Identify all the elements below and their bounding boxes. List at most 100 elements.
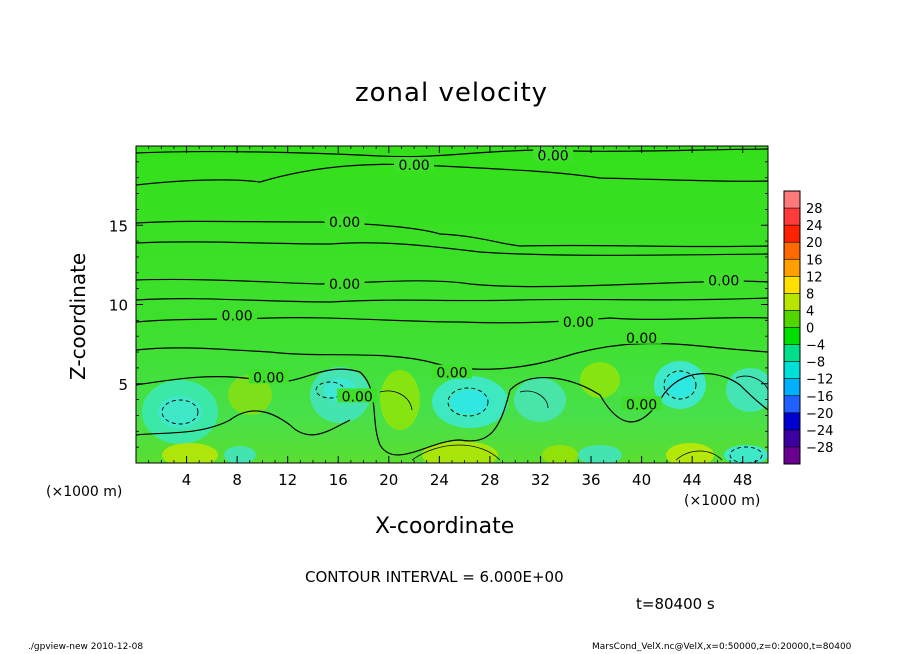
chart-title: zonal velocity: [355, 78, 549, 108]
contour-label-bg: [324, 214, 365, 229]
contour-label: 0.00: [253, 370, 284, 386]
colorbar-label: −24: [806, 424, 833, 439]
colorbar-label: 24: [806, 219, 823, 234]
x-tick-label: 20: [379, 471, 398, 489]
contour-line: [519, 390, 549, 409]
colorbar-swatch: [784, 378, 800, 397]
negative-region: [158, 396, 202, 428]
contour-line: [136, 297, 768, 303]
contour-label: 0.00: [342, 389, 373, 405]
contour-line: [136, 148, 768, 158]
x-tick-label: 16: [329, 471, 348, 489]
colorbar-swatch: [784, 327, 800, 346]
colorbar-label: 0: [806, 322, 814, 337]
contour-label-bg: [324, 275, 365, 290]
y-axis: 5 10 15: [109, 161, 768, 448]
contour-label-bg: [217, 307, 258, 322]
negative-region: [666, 373, 694, 397]
colorbar: 28 24 20 16 12 8 4 0 −4 −8 −12 −16 −20 −24 −28: [783, 190, 833, 465]
colorbar-label: 4: [806, 304, 814, 319]
x-tick-label: 32: [531, 471, 550, 489]
contour-label-bg: [432, 364, 472, 379]
positive-region: [580, 362, 620, 398]
colorbar-swatch: [784, 225, 800, 243]
colorbar-label: −4: [806, 339, 825, 354]
x-unit-label-right: (×1000 m): [684, 493, 761, 509]
colorbar-label: −12: [806, 373, 833, 388]
contour-label: 0.00: [626, 331, 657, 347]
x-axis: 4 8 12 16 20 24 28 32 36 40 44 48: [148, 146, 756, 489]
x-tick-label: 36: [581, 471, 600, 489]
colorbar-swatch: [784, 276, 800, 294]
contour-label: 0.00: [329, 277, 360, 293]
x-tick-label: 4: [182, 471, 192, 489]
positive-region: [162, 443, 218, 463]
x-tick-label: 12: [278, 471, 297, 489]
positive-region: [380, 370, 420, 430]
contour-line: [136, 368, 768, 456]
colorbar-label: 16: [806, 253, 823, 268]
contour-line: [411, 444, 501, 461]
time-stamp: t=80400 s: [636, 595, 715, 613]
contour-labels: 0.00 0.00 0.00 0.00 0.00 0.00 0.00 0.00 0.00 0.00…: [217, 147, 744, 413]
footer-program-date: ./gpview-new 2010-12-08: [28, 642, 144, 652]
colorbar-swatch: [784, 242, 800, 260]
negative-region: [724, 445, 768, 463]
contour-line: [136, 278, 768, 288]
contour-label: 0.00: [626, 397, 657, 413]
y-tick-label: 5: [118, 376, 128, 394]
x-tick-label: 48: [733, 471, 752, 489]
contour-label-bg: [703, 272, 744, 287]
y-tick-label: 10: [109, 297, 128, 315]
contour-label: 0.00: [222, 309, 253, 325]
contour-label-bg: [248, 369, 289, 384]
contour-line: [136, 342, 768, 370]
colorbar-label: 12: [806, 270, 823, 285]
contour-label: 0.00: [708, 274, 739, 290]
negative-region: [450, 390, 490, 414]
dashed-contour: [729, 446, 763, 463]
y-tick-label: 15: [109, 217, 128, 235]
colorbar-label: −16: [806, 390, 833, 405]
positive-region: [228, 375, 272, 415]
colorbar-swatch: [784, 344, 800, 363]
colorbar-label: −8: [806, 356, 825, 371]
positive-region: [422, 441, 498, 463]
colorbar-swatch: [784, 412, 800, 431]
colorbar-swatch: [784, 361, 800, 380]
contour-line: [735, 375, 768, 391]
x-axis-label: X-coordinate: [375, 514, 515, 539]
x-unit-label-left: (×1000 m): [46, 484, 123, 500]
contour-label-bg: [621, 396, 662, 411]
colorbar-swatch: [784, 446, 800, 465]
dashed-contour: [663, 370, 697, 400]
heatmap-field: [136, 146, 768, 463]
colorbar-swatch: [784, 208, 800, 226]
negative-region: [578, 445, 622, 463]
contour-label-bg: [394, 157, 435, 172]
x-tick-label: 44: [683, 471, 702, 489]
x-tick-label: 40: [632, 471, 651, 489]
y-axis-label: Z-coordinate: [66, 252, 90, 380]
contour-line: [675, 450, 723, 461]
contour-line: [136, 241, 768, 256]
colorbar-swatch: [784, 310, 800, 328]
contour-label-bg: [337, 388, 378, 403]
contour-label-bg: [558, 313, 599, 328]
contour-label: 0.00: [329, 215, 360, 231]
colorbar-label: 8: [806, 287, 814, 302]
colorbar-swatch: [784, 259, 800, 277]
contour-label-bg: [533, 147, 574, 162]
dashed-contour: [447, 387, 489, 417]
negative-region: [726, 368, 768, 412]
contour-interval-note: CONTOUR INTERVAL = 6.000E+00: [305, 568, 564, 586]
colorbar-swatch: [784, 429, 800, 448]
colorbar-label: 28: [806, 202, 823, 217]
x-tick-label: 8: [232, 471, 242, 489]
colorbar-swatch: [784, 191, 800, 209]
contour-line: [136, 410, 351, 436]
colorbar-label: −28: [806, 441, 833, 456]
colorbar-swatch: [784, 395, 800, 414]
contour-line: [136, 220, 768, 248]
